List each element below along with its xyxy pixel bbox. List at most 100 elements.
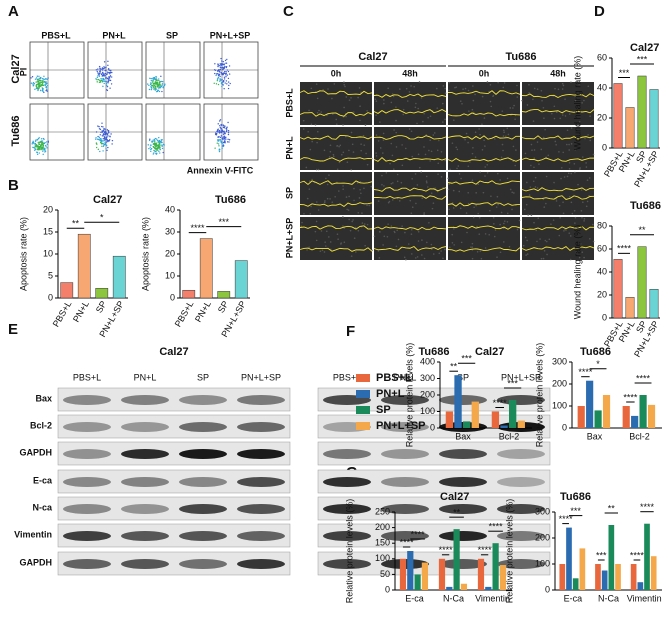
- flow-dot: [96, 143, 98, 145]
- flow-dot: [159, 84, 162, 86]
- texture: [417, 153, 420, 156]
- y-tick-label: 5: [48, 270, 53, 280]
- flow-dot: [108, 79, 111, 81]
- texture: [492, 95, 494, 98]
- flow-dot: [220, 129, 222, 131]
- texture: [366, 204, 368, 207]
- texture: [390, 225, 393, 227]
- flow-dot: [37, 141, 39, 144]
- blot-band: [63, 422, 111, 432]
- flow-dot: [101, 143, 103, 145]
- texture: [391, 199, 394, 201]
- texture: [586, 200, 589, 203]
- flow-dot: [107, 80, 110, 83]
- wound-edge: [373, 157, 447, 162]
- bar: [586, 380, 594, 428]
- flow-dot: [46, 147, 48, 149]
- blot-band: [121, 422, 169, 432]
- texture: [390, 182, 393, 185]
- flow-dot: [150, 79, 152, 82]
- flow-dot: [162, 151, 164, 154]
- wound-edge: [299, 157, 373, 162]
- texture: [512, 160, 515, 163]
- wound-image: [300, 82, 372, 125]
- bar: [471, 401, 479, 428]
- flow-dot: [221, 60, 223, 62]
- texture: [533, 87, 536, 90]
- texture: [379, 121, 381, 123]
- flow-dot: [219, 124, 221, 127]
- texture: [373, 235, 376, 238]
- significance-label: ****: [630, 550, 645, 560]
- x-tick-label: Vimentin: [627, 593, 662, 603]
- texture: [382, 152, 384, 154]
- texture: [533, 157, 536, 160]
- flow-dot: [215, 132, 218, 135]
- flow-dot: [101, 145, 103, 147]
- texture: [564, 98, 566, 100]
- blot-band: [237, 422, 285, 432]
- texture: [553, 105, 556, 108]
- flow-dot: [154, 78, 156, 80]
- flow-dot: [148, 84, 150, 87]
- flow-dot: [222, 126, 225, 129]
- texture: [525, 254, 527, 256]
- lane-label: SP: [197, 372, 209, 382]
- texture: [375, 134, 378, 136]
- flow-dot: [155, 143, 158, 146]
- wound-edge: [447, 157, 521, 162]
- texture: [410, 253, 413, 255]
- texture: [393, 168, 395, 171]
- flow-dot: [99, 150, 101, 153]
- texture: [405, 87, 408, 90]
- texture: [337, 238, 339, 241]
- flow-dot: [43, 147, 45, 149]
- y-tick-label: 15: [43, 226, 53, 236]
- texture: [478, 216, 481, 219]
- texture: [306, 249, 308, 251]
- flow-dot: [152, 85, 154, 87]
- texture: [301, 221, 303, 224]
- texture: [524, 236, 527, 239]
- flow-dot: [215, 74, 217, 77]
- texture: [325, 230, 328, 233]
- flow-dot: [107, 68, 110, 70]
- flow-dot: [102, 78, 104, 80]
- flow-dot: [46, 84, 49, 87]
- protein-label: N-ca: [32, 502, 53, 512]
- bar: [637, 75, 647, 149]
- texture: [441, 102, 444, 105]
- texture: [509, 107, 512, 109]
- texture: [471, 246, 474, 249]
- wound-image: [300, 217, 372, 260]
- bar: [500, 425, 508, 428]
- flow-dot: [100, 137, 102, 140]
- blot-band: [179, 504, 227, 514]
- bar: [460, 583, 468, 590]
- texture: [444, 159, 446, 162]
- texture: [540, 89, 543, 92]
- flow-dot: [151, 81, 154, 83]
- y-tick-label: 20: [597, 289, 607, 299]
- flow-dot: [219, 63, 221, 65]
- flow-dot: [222, 84, 224, 86]
- flow-dot: [36, 153, 39, 156]
- lane-label: PN+L+SP: [241, 372, 281, 382]
- texture: [346, 208, 348, 211]
- x-tick-label: N-Ca: [443, 593, 464, 603]
- texture: [500, 211, 503, 214]
- texture: [328, 156, 331, 158]
- texture: [574, 216, 577, 219]
- texture: [375, 155, 378, 157]
- texture: [413, 85, 416, 88]
- flow-dot: [33, 83, 36, 85]
- y-tick-label: 0: [170, 292, 175, 302]
- texture: [316, 141, 318, 144]
- texture: [416, 184, 419, 186]
- lane-label: PBS+L: [73, 372, 101, 382]
- texture: [531, 149, 533, 151]
- flow-dot: [33, 142, 35, 145]
- flow-dot: [160, 139, 163, 141]
- wound-edge: [447, 112, 521, 117]
- flow-dot: [219, 140, 221, 142]
